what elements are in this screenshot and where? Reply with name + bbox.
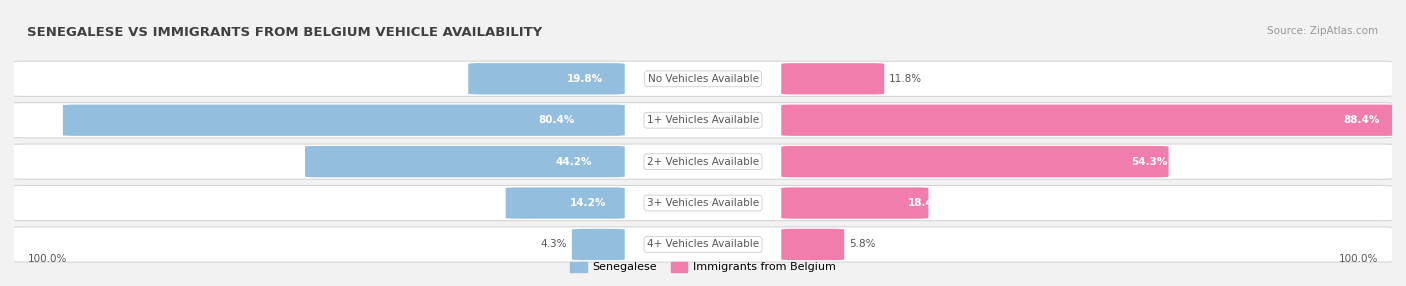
Text: 4.3%: 4.3% — [541, 239, 567, 249]
FancyBboxPatch shape — [572, 229, 624, 260]
FancyBboxPatch shape — [63, 105, 624, 136]
Legend: Senegalese, Immigrants from Belgium: Senegalese, Immigrants from Belgium — [567, 257, 839, 277]
FancyBboxPatch shape — [782, 63, 884, 94]
Text: SENEGALESE VS IMMIGRANTS FROM BELGIUM VEHICLE AVAILABILITY: SENEGALESE VS IMMIGRANTS FROM BELGIUM VE… — [28, 26, 543, 39]
Text: 11.8%: 11.8% — [889, 74, 922, 84]
Text: 54.3%: 54.3% — [1130, 157, 1167, 167]
Text: 19.8%: 19.8% — [567, 74, 603, 84]
Text: 14.2%: 14.2% — [569, 198, 606, 208]
FancyBboxPatch shape — [11, 185, 1395, 221]
Text: 80.4%: 80.4% — [538, 115, 575, 125]
Text: 88.4%: 88.4% — [1343, 115, 1379, 125]
Text: 4+ Vehicles Available: 4+ Vehicles Available — [647, 239, 759, 249]
Text: 100.0%: 100.0% — [28, 254, 67, 264]
Text: 44.2%: 44.2% — [555, 157, 592, 167]
FancyBboxPatch shape — [506, 187, 624, 219]
FancyBboxPatch shape — [782, 105, 1396, 136]
Text: 3+ Vehicles Available: 3+ Vehicles Available — [647, 198, 759, 208]
FancyBboxPatch shape — [11, 61, 1395, 96]
Text: 100.0%: 100.0% — [1339, 254, 1378, 264]
Text: 18.4%: 18.4% — [908, 198, 945, 208]
FancyBboxPatch shape — [11, 227, 1395, 262]
FancyBboxPatch shape — [782, 229, 844, 260]
FancyBboxPatch shape — [782, 187, 928, 219]
FancyBboxPatch shape — [305, 146, 624, 177]
FancyBboxPatch shape — [11, 103, 1395, 138]
Text: 1+ Vehicles Available: 1+ Vehicles Available — [647, 115, 759, 125]
Text: 5.8%: 5.8% — [849, 239, 876, 249]
Text: 2+ Vehicles Available: 2+ Vehicles Available — [647, 157, 759, 167]
FancyBboxPatch shape — [468, 63, 624, 94]
Text: Source: ZipAtlas.com: Source: ZipAtlas.com — [1267, 26, 1378, 36]
Text: No Vehicles Available: No Vehicles Available — [648, 74, 758, 84]
FancyBboxPatch shape — [11, 144, 1395, 179]
FancyBboxPatch shape — [782, 146, 1168, 177]
